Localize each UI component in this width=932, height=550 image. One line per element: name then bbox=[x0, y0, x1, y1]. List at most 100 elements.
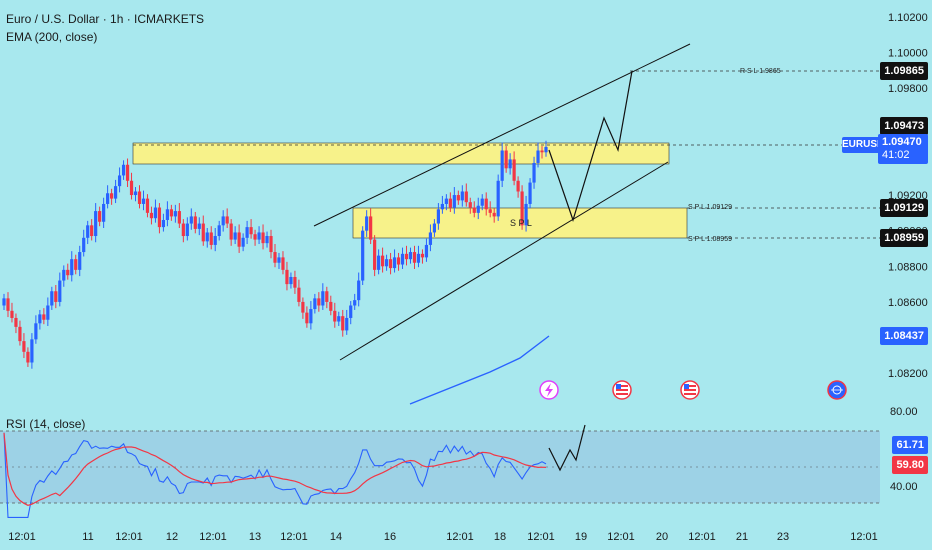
ema-200-line bbox=[409, 335, 550, 405]
price-tick-label: 1.09800 bbox=[888, 83, 928, 95]
candle-body bbox=[50, 291, 54, 306]
indicator-label[interactable]: EMA (200, close) bbox=[6, 30, 98, 44]
channel-lower-line[interactable] bbox=[339, 161, 669, 361]
candle-body bbox=[452, 195, 456, 208]
candle-body bbox=[361, 230, 365, 281]
time-tick-label: 20 bbox=[656, 531, 668, 543]
rsi-label[interactable]: RSI (14, close) bbox=[6, 417, 86, 431]
channel-upper-line[interactable] bbox=[313, 43, 691, 227]
time-tick-label: 11 bbox=[82, 531, 93, 543]
candle-body bbox=[524, 203, 528, 226]
candle-body bbox=[392, 257, 397, 269]
candle-body bbox=[400, 253, 405, 265]
candle-body bbox=[165, 209, 169, 220]
candle-body bbox=[193, 216, 197, 229]
candle-body bbox=[369, 216, 373, 240]
candle-body bbox=[98, 211, 102, 222]
candle-body bbox=[213, 236, 217, 245]
spl-upper-annotation: S P L 1.09129 bbox=[688, 204, 732, 211]
candle-body bbox=[496, 180, 500, 217]
time-tick-label: 23 bbox=[777, 531, 789, 543]
candle-body bbox=[528, 182, 532, 204]
candle-body bbox=[38, 314, 42, 324]
candle-body bbox=[42, 314, 46, 320]
candle-body bbox=[301, 301, 305, 313]
candle-body bbox=[62, 269, 66, 281]
candle-body bbox=[540, 150, 544, 153]
candle-body bbox=[261, 232, 265, 244]
candle-body bbox=[22, 341, 26, 352]
candle-body bbox=[149, 212, 154, 219]
candle-body bbox=[508, 159, 512, 169]
us-flag-event-icon[interactable] bbox=[612, 380, 632, 400]
candle-body bbox=[273, 252, 277, 263]
projection-path[interactable] bbox=[548, 70, 633, 222]
time-tick-label: 12:01 bbox=[688, 531, 716, 543]
rsi-ma-line bbox=[3, 432, 547, 506]
rsi-tick-80: 80.00 bbox=[890, 406, 918, 418]
candle-body bbox=[492, 212, 496, 217]
candle-body bbox=[26, 351, 30, 363]
candle-body bbox=[253, 234, 257, 240]
candle-body bbox=[86, 225, 90, 238]
candle-body bbox=[133, 191, 138, 196]
current-price-value: 1.09470 bbox=[882, 136, 922, 148]
candle-body bbox=[384, 259, 389, 267]
candle-body bbox=[349, 305, 353, 318]
candle-body bbox=[428, 232, 433, 245]
time-tick-label: 12:01 bbox=[115, 531, 143, 543]
candle-body bbox=[289, 276, 293, 285]
rsi-ma-tag: 59.80 bbox=[892, 456, 928, 474]
candle-body bbox=[325, 291, 329, 302]
spl-lower-price-tag: 1.08959 bbox=[880, 229, 928, 247]
time-tick-label: 19 bbox=[575, 531, 587, 543]
candle-body bbox=[181, 223, 185, 237]
candle-body bbox=[532, 162, 536, 183]
candle-body bbox=[233, 232, 237, 240]
candle-body bbox=[373, 239, 377, 270]
time-axis: 12:01 11 12:01 12 12:01 13 12:01 14 16 12:01 18 12:… bbox=[8, 531, 878, 543]
globe-event-icon[interactable] bbox=[827, 380, 847, 400]
spl-upper-price-tag: 1.09129 bbox=[880, 199, 928, 217]
candle-body bbox=[500, 150, 504, 181]
rsi-projection-path[interactable] bbox=[548, 424, 586, 472]
candle-body bbox=[357, 280, 361, 301]
candle-body bbox=[169, 209, 173, 217]
current-price-tag: 1.09470 41:02 bbox=[878, 134, 928, 164]
candle-body bbox=[353, 300, 357, 306]
upper-supply-zone[interactable] bbox=[132, 142, 670, 165]
candle-body bbox=[388, 259, 393, 269]
candle-body bbox=[102, 203, 106, 222]
candle-body bbox=[484, 198, 488, 210]
candle-body bbox=[30, 339, 34, 363]
candle-body bbox=[277, 257, 281, 263]
candle-body bbox=[504, 150, 508, 169]
candle-body bbox=[10, 310, 14, 318]
rsi-value-tag: 61.71 bbox=[892, 436, 928, 454]
candle-body bbox=[464, 191, 468, 203]
candle-body bbox=[488, 209, 492, 213]
candle-body bbox=[381, 255, 385, 267]
price-tick-label: 1.10200 bbox=[888, 12, 928, 24]
candle-body bbox=[141, 198, 146, 204]
candle-body bbox=[241, 237, 245, 247]
candle-body bbox=[209, 232, 213, 245]
candle-body bbox=[424, 244, 429, 258]
candle-body bbox=[225, 216, 229, 224]
us-flag-event-icon[interactable] bbox=[680, 380, 700, 400]
candle-body bbox=[173, 211, 177, 217]
lightning-event-icon[interactable] bbox=[539, 380, 559, 400]
candle-body bbox=[110, 193, 114, 199]
candle-body bbox=[125, 164, 130, 181]
candle-body bbox=[18, 326, 22, 342]
candle-body bbox=[197, 223, 201, 229]
candle-body bbox=[237, 232, 241, 247]
candle-body bbox=[440, 203, 444, 210]
candle-body bbox=[265, 236, 269, 244]
candle-body bbox=[512, 159, 516, 181]
spl-demand-zone[interactable] bbox=[352, 207, 688, 239]
countdown-value: 41:02 bbox=[882, 149, 910, 161]
candle-body bbox=[185, 223, 189, 237]
